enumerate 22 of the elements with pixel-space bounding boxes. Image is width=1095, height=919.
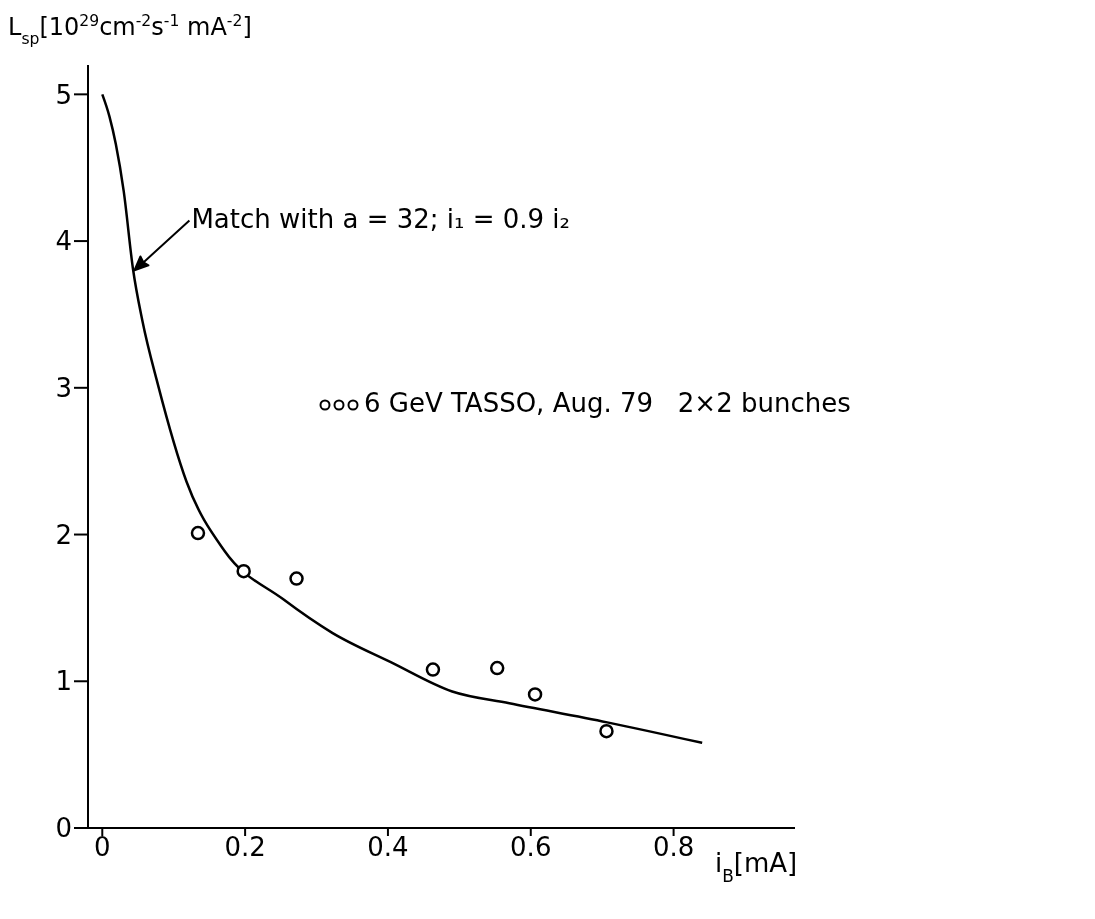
x-tick-label: 0.8: [652, 832, 695, 863]
point: [190, 525, 206, 541]
x-axis-title: i$_{B}$[mA]: [715, 848, 798, 886]
point: [425, 662, 441, 677]
y-tick-label: 2: [55, 519, 72, 550]
x-tick-label: 0.6: [510, 832, 552, 863]
point: [289, 571, 304, 586]
y-tick-label: 5: [55, 79, 72, 110]
point: [599, 723, 614, 739]
point: [527, 687, 543, 702]
text: L$_{sp}$[10$^{29}$cm$^{-2}$s$^{-1}$ mA$^{-2}$]: [8, 12, 252, 48]
y-tick-label: 1: [55, 666, 72, 697]
point: [236, 563, 251, 579]
y-tick-label: 3: [55, 373, 72, 404]
point: [489, 660, 505, 676]
y-tick-label: 4: [55, 226, 72, 257]
y-tick-label: 0: [55, 813, 72, 844]
x-tick-label: 0: [94, 832, 111, 863]
legend-label: 6 GeV TASSO, Aug. 79 2×2 bunches: [364, 388, 851, 418]
x-tick-label: 0.2: [224, 832, 266, 863]
x-tick-label: 0.4: [367, 832, 409, 863]
annotation: Match with a = 32; i₁ = 0.9 i₂: [191, 204, 571, 235]
